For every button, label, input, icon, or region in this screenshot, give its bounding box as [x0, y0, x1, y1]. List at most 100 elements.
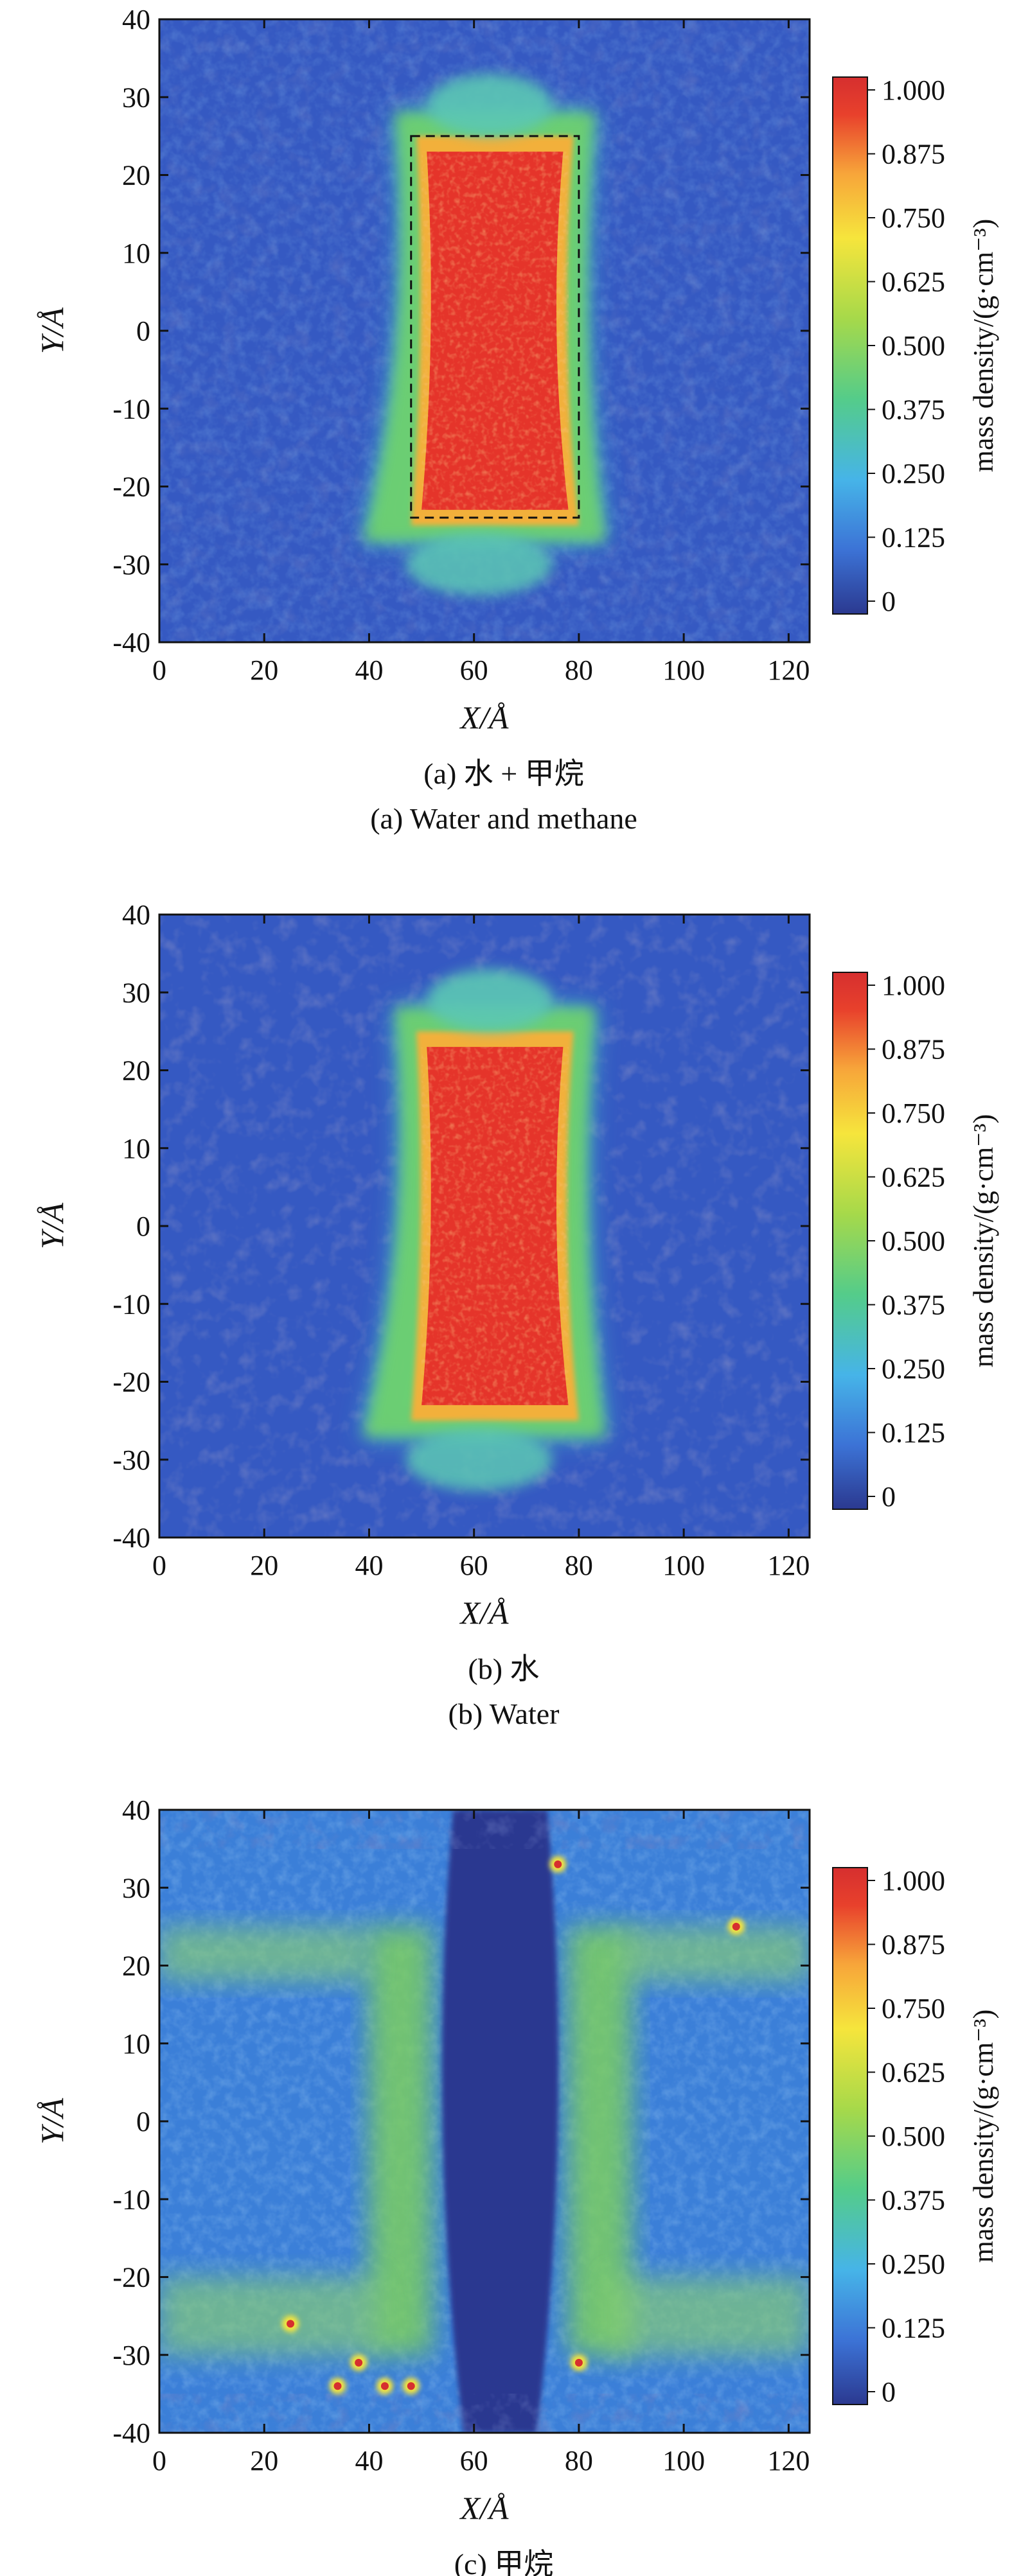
x-tick-label: 60: [460, 2445, 488, 2476]
x-tick-label: 0: [152, 1550, 166, 1581]
colorbar-tick-label: 0.625: [882, 267, 945, 298]
y-tick-label: 20: [122, 160, 150, 191]
y-tick-label: -40: [112, 2417, 150, 2449]
colorbar-tick-label: 0.500: [882, 1225, 945, 1257]
y-tick-label: 30: [122, 82, 150, 113]
colorbar: [832, 76, 868, 615]
colorbar-tick-label: 1.000: [882, 970, 945, 1001]
hotspot: [333, 2382, 342, 2390]
x-axis-label: X/Å: [459, 2490, 509, 2526]
heatmap-panel-1: 0 20 40 60 80 100 120403020100-10-20-30-40X/ÅY…: [34, 4, 999, 835]
x-tick-label: 100: [662, 1550, 705, 1581]
y-tick-label: -10: [112, 393, 150, 425]
top-sparse: [159, 1810, 810, 1849]
colorbar: [832, 972, 868, 1510]
x-tick-label: 40: [355, 1550, 383, 1581]
colorbar-tick-label: 0.625: [882, 1162, 945, 1193]
colorbar-label: mass density/(g·cm⁻³): [968, 2010, 999, 2263]
x-tick-label: 120: [767, 2445, 810, 2476]
heatmap-area: [159, 1810, 810, 2433]
y-tick-label: 20: [122, 1950, 150, 1982]
x-tick-label: 40: [355, 2445, 383, 2476]
hotspot: [554, 1860, 562, 1868]
y-tick-label: 0: [136, 2106, 150, 2137]
colorbar-tick-label: 0.500: [882, 330, 945, 362]
colorbar-tick-label: 0.875: [882, 139, 945, 170]
x-tick-label: 120: [767, 654, 810, 686]
y-tick-label: -40: [112, 627, 150, 658]
bottom-sparse: [159, 2394, 810, 2433]
colorbar-tick-label: 0.125: [882, 2313, 945, 2344]
bottom-plume: [405, 1428, 553, 1491]
y-tick-label: -20: [112, 2262, 150, 2293]
x-tick-label: 120: [767, 1550, 810, 1581]
x-tick-label: 0: [152, 2445, 166, 2476]
y-axis-label: Y/Å: [34, 2098, 70, 2144]
y-tick-label: 10: [122, 1133, 150, 1164]
colorbar-tick-label: 0.750: [882, 1098, 945, 1129]
y-tick-label: 30: [122, 1872, 150, 1904]
colorbar-tick-label: 0.625: [882, 2057, 945, 2089]
hotspot: [380, 2382, 389, 2390]
x-tick-label: 40: [355, 654, 383, 686]
colorbar-tick-label: 0: [882, 2376, 896, 2408]
caption-en: (b) Water: [448, 1697, 560, 1730]
y-tick-label: 0: [136, 315, 150, 347]
heatmap-area: [159, 19, 810, 642]
x-tick-label: 20: [250, 2445, 278, 2476]
colorbar-tick-label: 1.000: [882, 74, 945, 106]
colorbar-tick-label: 0: [882, 586, 896, 617]
y-tick-label: -30: [112, 549, 150, 581]
caption-cn: (a) 水 + 甲烷: [423, 757, 584, 790]
colorbar-tick-label: 0.375: [882, 394, 945, 426]
y-tick-label: -30: [112, 2340, 150, 2371]
y-tick-label: -10: [112, 2184, 150, 2215]
caption-cn: (b) 水: [468, 1652, 539, 1685]
bottom-plume: [405, 533, 553, 596]
colorbar-tick-label: 0.125: [882, 522, 945, 554]
y-tick-label: -20: [112, 1367, 150, 1398]
heatmap-area: [159, 915, 810, 1538]
left-bottom-band: [159, 2277, 380, 2355]
y-tick-label: -40: [112, 1522, 150, 1554]
colorbar-tick-label: 0.250: [882, 1353, 945, 1385]
x-tick-label: 80: [565, 654, 593, 686]
y-tick-label: -10: [112, 1288, 150, 1320]
heatmap-panel-3: 0 20 40 60 80 100 120403020100-10-20-30-40X/ÅY…: [34, 1794, 999, 2576]
colorbar-tick-label: 0.375: [882, 2185, 945, 2216]
colorbar-tick-label: 0.875: [882, 1929, 945, 1961]
hotspot: [574, 2358, 583, 2367]
colorbar-label: mass density/(g·cm⁻³): [968, 1114, 999, 1367]
colorbar-tick-label: 0.250: [882, 458, 945, 489]
colorbar-tick-label: 1.000: [882, 1865, 945, 1897]
y-tick-label: 0: [136, 1211, 150, 1242]
slab-speckle: [422, 1047, 569, 1405]
x-tick-label: 100: [662, 2445, 705, 2476]
y-tick-label: 40: [122, 1794, 150, 1826]
y-tick-label: 30: [122, 977, 150, 1008]
x-axis-label: X/Å: [459, 699, 509, 735]
colorbar-tick-label: 0.500: [882, 2121, 945, 2152]
colorbar-tick-label: 0.750: [882, 1993, 945, 2024]
colorbar-tick-label: 0.750: [882, 202, 945, 234]
colorbar-tick-label: 0.125: [882, 1417, 945, 1449]
colorbar-tick-label: 0: [882, 1481, 896, 1512]
hotspot: [287, 2320, 295, 2328]
left-top-band: [159, 1926, 369, 1981]
colorbar-tick-label: 0.250: [882, 2248, 945, 2280]
y-tick-label: 10: [122, 238, 150, 269]
y-tick-label: 10: [122, 2028, 150, 2060]
central-void: [442, 1810, 558, 2433]
y-tick-label: -20: [112, 471, 150, 503]
hotspot: [732, 1922, 740, 1931]
caption-en: (a) Water and methane: [370, 802, 637, 835]
colorbar-tick-label: 0.375: [882, 1290, 945, 1321]
top-plume: [427, 968, 553, 1031]
x-tick-label: 20: [250, 654, 278, 686]
y-tick-label: 40: [122, 899, 150, 931]
x-tick-label: 60: [460, 654, 488, 686]
right-bottom-band: [610, 2277, 810, 2355]
x-tick-label: 100: [662, 654, 705, 686]
y-axis-label: Y/Å: [34, 1202, 70, 1249]
x-tick-label: 60: [460, 1550, 488, 1581]
